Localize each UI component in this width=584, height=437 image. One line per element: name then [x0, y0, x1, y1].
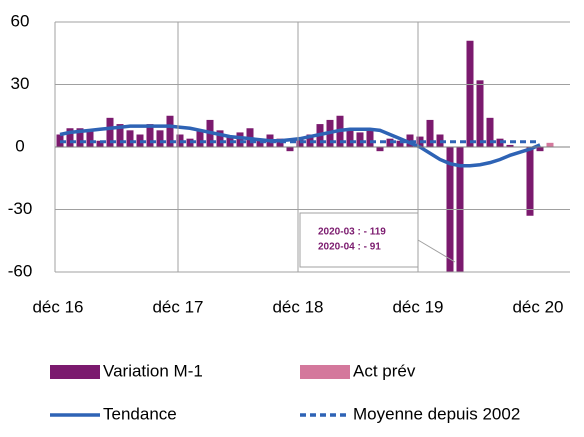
annotation-leader: [417, 239, 456, 263]
bar: [526, 147, 534, 216]
bar: [156, 130, 164, 147]
bar: [366, 130, 374, 147]
bar: [146, 124, 154, 147]
bar: [66, 128, 74, 147]
bar: [446, 147, 454, 272]
bar: [356, 132, 364, 147]
bar: [486, 117, 494, 147]
y-tick-label: 60: [11, 11, 30, 30]
bar: [476, 80, 484, 147]
bar: [546, 142, 554, 147]
x-tick-label: déc 18: [272, 297, 323, 316]
chart-extras: -60 -30 0 30 60 déc 16 déc 17 déc 18 déc 19 déc 2…: [8, 11, 570, 423]
x-tick-label: déc 19: [392, 297, 443, 316]
bar: [286, 147, 294, 152]
bar: [426, 119, 434, 147]
bar: [216, 130, 224, 147]
bar: [466, 40, 474, 147]
y-tick-label: 30: [11, 74, 30, 93]
bar: [396, 140, 404, 147]
annotation-box: [299, 212, 419, 268]
legend-swatch: [300, 365, 350, 379]
annotation: 2020-03 : - 119: [318, 227, 386, 238]
bar: [506, 144, 514, 147]
bar: [346, 130, 354, 147]
y-tick-label: 0: [15, 136, 24, 155]
bar: [536, 147, 544, 152]
bar: [86, 130, 94, 147]
x-tick-label: déc 17: [152, 297, 203, 316]
bar: [376, 147, 384, 152]
legend-label: Act prév: [353, 361, 416, 380]
x-tick-label: déc 20: [512, 297, 563, 316]
bar: [166, 115, 174, 147]
y-tick-label: -30: [8, 199, 33, 218]
bar: [116, 124, 124, 147]
legend-swatch: [50, 365, 100, 379]
bar: [96, 140, 104, 147]
line: [59, 124, 541, 168]
legend-label: Variation M-1: [103, 361, 203, 380]
x-tick-label: déc 16: [32, 297, 83, 316]
y-tick-label: -60: [8, 261, 33, 280]
bar: [196, 130, 204, 147]
bar: [106, 117, 114, 147]
bar: [456, 147, 464, 272]
bar: [256, 140, 264, 147]
legend-label: Tendance: [103, 404, 177, 423]
bar: [236, 132, 244, 147]
legend-label: Moyenne depuis 2002: [353, 404, 520, 423]
bar: [76, 128, 84, 147]
annotation: 2020-04 : - 91: [318, 242, 381, 253]
bar: [126, 130, 134, 147]
